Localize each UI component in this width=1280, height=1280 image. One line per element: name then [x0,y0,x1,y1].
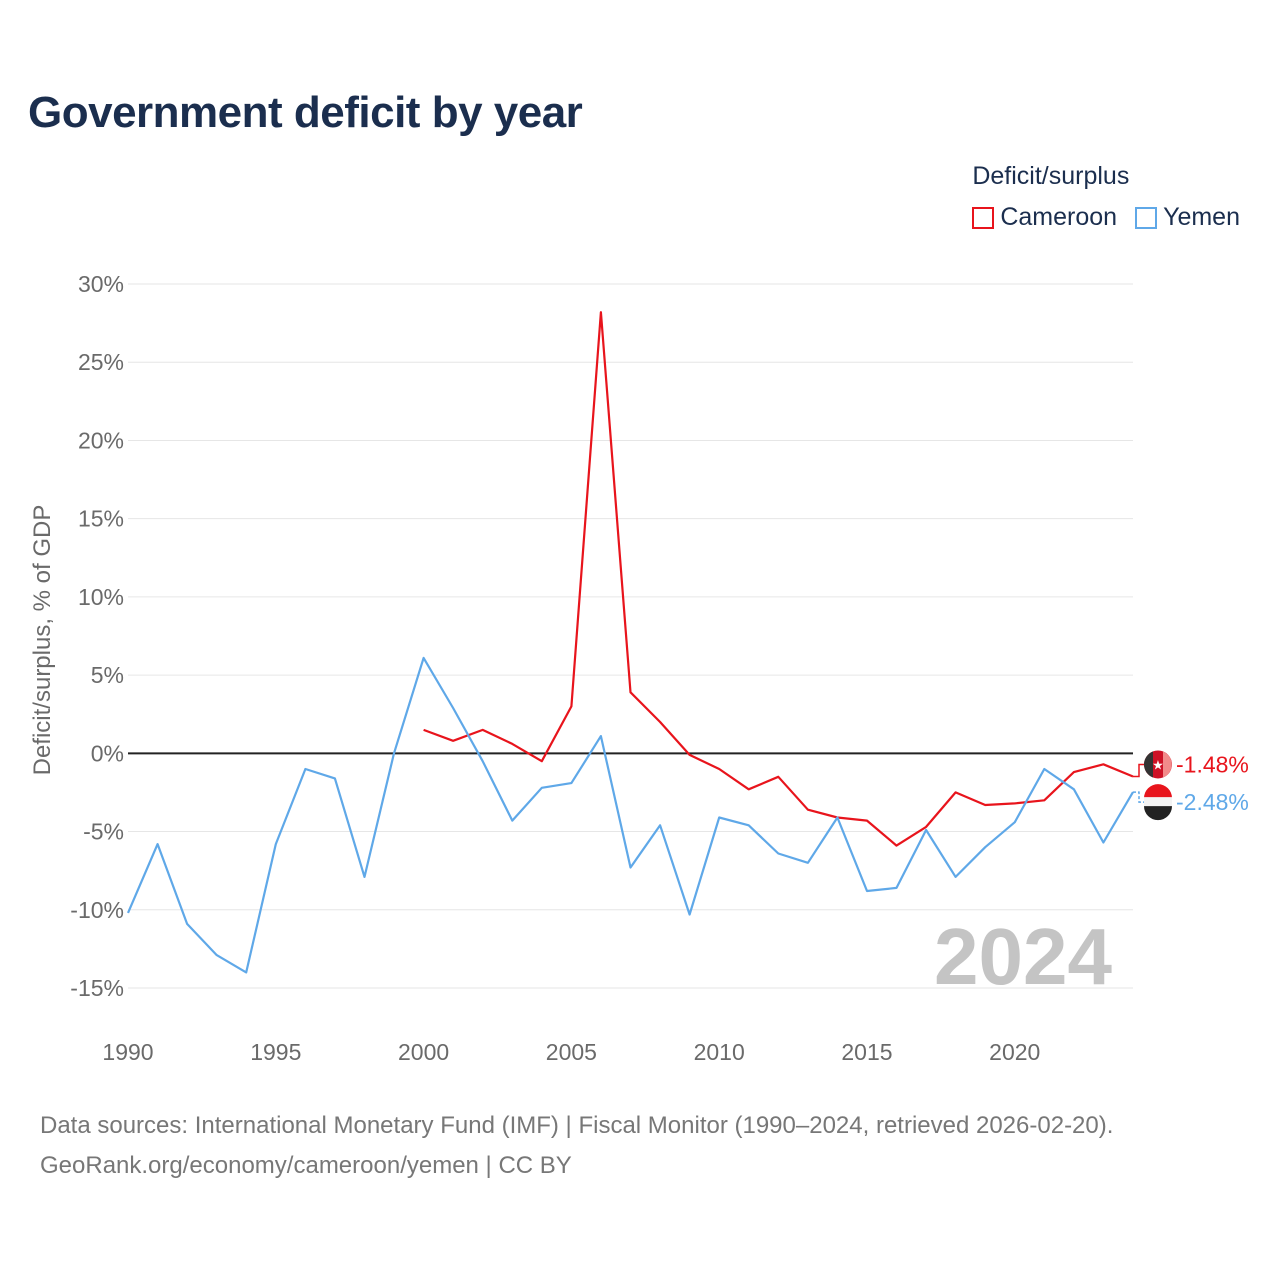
y-tick-label: -15% [70,975,124,1001]
footer-link[interactable]: GeoRank.org/economy/cameroon/yemen | CC … [40,1152,572,1179]
series-line-yemen[interactable] [126,656,1134,974]
y-tick-label: 20% [78,427,124,453]
legend-swatch-cameroon [972,206,995,229]
legend-item-cameroon[interactable]: Cameroon [972,203,1117,232]
y-tick-label: 0% [91,740,124,766]
x-tick-label: 2000 [398,1039,449,1065]
x-tick-label: 2015 [841,1039,892,1065]
chart-title: Government deficit by year [28,88,583,137]
footer: Data sources: International Monetary Fun… [40,1106,1113,1186]
footer-sources: Data sources: International Monetary Fun… [40,1112,1114,1139]
chart-area: 30% 25% 20% 15% 10% 5% 0% -5% -10% -15% 1990 1995 2… [29,271,1249,1065]
legend: Deficit/surplus Cameroon Yemen [972,162,1240,232]
y-axis-title: Deficit/surplus, % of GDP [29,505,56,776]
x-tick-label: 1995 [250,1039,301,1065]
legend-item-yemen[interactable]: Yemen [1135,203,1240,232]
y-tick-label: -10% [70,897,124,923]
y-tick-label: 15% [78,506,124,532]
end-connector [1133,791,1144,803]
series-lines [126,311,1134,974]
x-tick-label: 1990 [102,1039,153,1065]
y-tick-label: 10% [78,584,124,610]
legend-title: Deficit/surplus [972,162,1130,190]
series-line-cameroon[interactable] [423,311,1134,847]
y-tick-label: 30% [78,271,124,297]
x-axis-ticks: 1990 1995 2000 2005 2010 2015 2020 [102,1039,1040,1065]
legend-label-cameroon: Cameroon [1000,203,1118,231]
end-label-cameroon: -1.48% [1176,751,1249,777]
y-tick-label: 25% [78,349,124,375]
legend-label-yemen: Yemen [1163,203,1240,231]
gridlines [128,283,1133,989]
flag-cameroon-icon: ★ [1144,750,1172,779]
year-watermark: 2024 [934,912,1112,1001]
end-connector [1133,763,1144,778]
end-markers: ★ -1.48% -2.48% [1133,750,1249,821]
y-tick-label: 5% [91,662,124,688]
end-label-yemen: -2.48% [1176,789,1249,815]
y-axis-ticks: 30% 25% 20% 15% 10% 5% 0% -5% -10% -15% [70,271,124,1001]
svg-text:★: ★ [1152,757,1164,772]
flag-yemen-icon [1144,784,1172,821]
x-tick-label: 2020 [989,1039,1040,1065]
x-tick-label: 2005 [546,1039,597,1065]
x-tick-label: 2010 [694,1039,745,1065]
y-tick-label: -5% [83,819,124,845]
legend-swatch-yemen [1135,206,1158,229]
